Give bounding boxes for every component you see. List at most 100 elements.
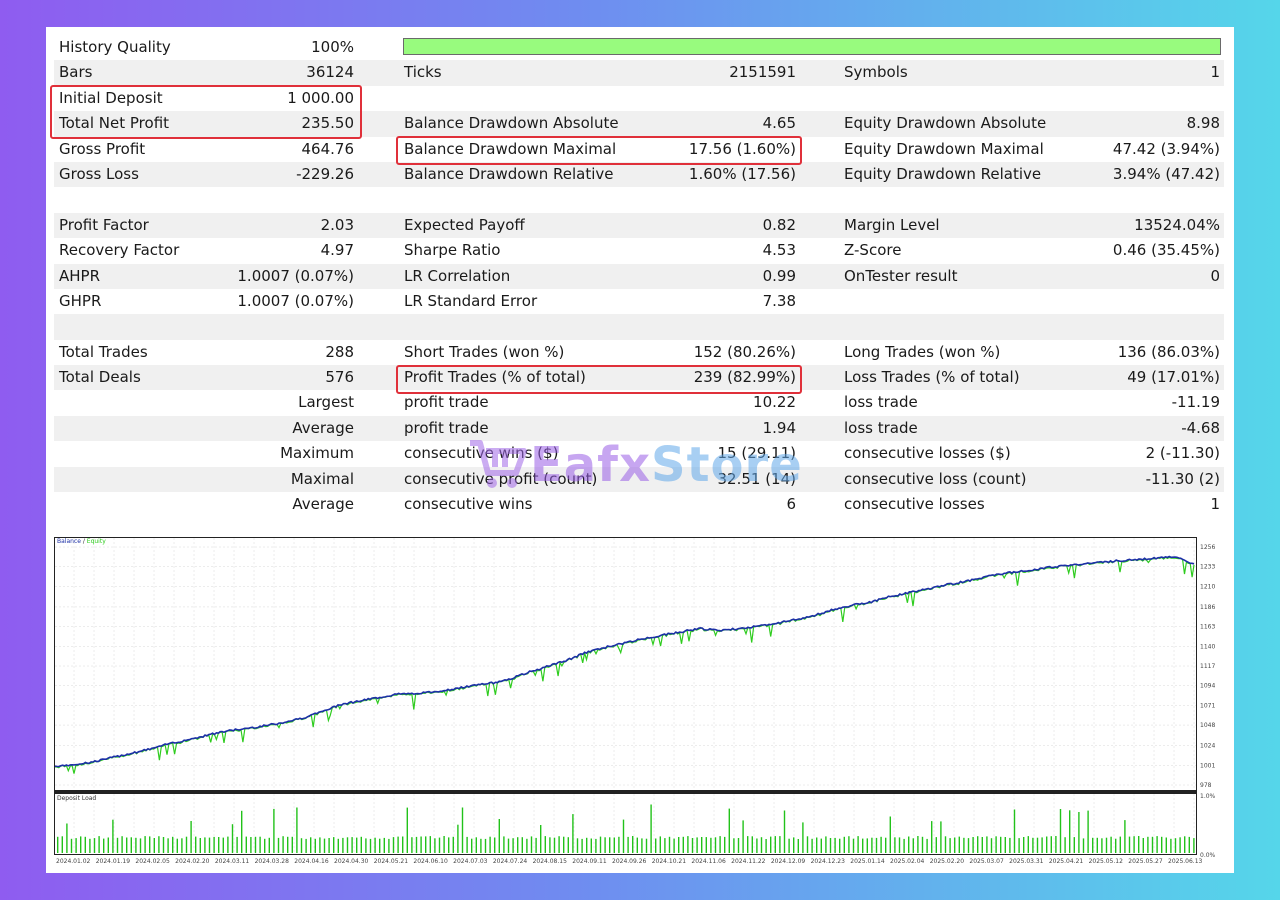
deposit-load-bar — [208, 837, 211, 853]
deposit-load-bar — [908, 836, 910, 853]
deposit-load-bar — [351, 837, 353, 853]
deposit-load-bar — [618, 836, 620, 853]
deposit-load-bar — [66, 823, 68, 853]
deposit-load-bar — [360, 836, 362, 853]
deposit-load-bar — [862, 838, 864, 853]
deposit-load-bar — [1046, 836, 1048, 853]
deposit-load-bar — [871, 837, 873, 853]
deposit-load-bar — [1041, 837, 1043, 853]
metric-label: Ticks — [404, 63, 442, 82]
metric-value: 2.03 — [320, 215, 354, 234]
metric-label: LR Correlation — [404, 266, 511, 285]
x-tick-label: 2024.02.05 — [135, 858, 170, 865]
deposit-load-bar — [517, 837, 519, 853]
deposit-load-bar — [613, 837, 615, 853]
deposit-load-bar — [323, 838, 326, 853]
deposit-load-bar — [1128, 836, 1131, 853]
deposit-load-bar — [277, 837, 280, 853]
deposit-load-bar — [1069, 810, 1071, 853]
deposit-load-bar — [1161, 836, 1163, 853]
deposit-load-bar — [1193, 838, 1195, 853]
deposit-load-bar — [544, 836, 546, 853]
deposit-load-bar — [494, 837, 496, 853]
deposit-load-bar — [829, 838, 832, 853]
deposit-load-bar — [756, 838, 758, 853]
report-row: Average consecutive wins 6 consecutive loss… — [54, 492, 1224, 517]
deposit-load-bar — [691, 838, 694, 853]
deposit-load-bar — [185, 836, 188, 853]
deposit-load-bar — [650, 804, 652, 853]
deposit-load-bar — [1018, 838, 1020, 853]
deposit-load-bar — [429, 836, 431, 853]
report-row: Initial Deposit 1 000.00 — [54, 86, 1224, 111]
x-axis-labels: 2024.01.02 2024.01.19 2024.02.05 2024.02.20… — [56, 858, 1203, 865]
deposit-load-bar — [788, 838, 790, 853]
deposit-load-bar — [719, 836, 721, 853]
deposit-load-bar — [802, 822, 804, 853]
deposit-load-bar — [839, 838, 841, 853]
deposit-load-bar — [406, 807, 408, 853]
deposit-load-bar — [388, 838, 390, 853]
x-tick-label: 2024.09.26 — [612, 858, 647, 865]
metric-value: 3.94% (47.42) — [1112, 164, 1220, 183]
metric-label: Balance Drawdown Maximal — [404, 139, 617, 158]
legend-equity: Equity — [87, 538, 106, 545]
metric-value: 17.56 (1.60%) — [688, 139, 796, 158]
report-row: Total Net Profit 235.50 Balance Drawdown A… — [54, 111, 1224, 137]
metric-value: 1 000.00 — [287, 88, 354, 107]
x-tick-label: 2024.11.22 — [731, 858, 766, 865]
deposit-load-bar — [576, 838, 579, 853]
deposit-load-bar — [448, 837, 450, 853]
deposit-load-bar — [80, 836, 82, 853]
x-tick-label: 2024.08.15 — [533, 858, 568, 865]
deposit-load-bar — [944, 836, 947, 853]
metric-label: Equity Drawdown Absolute — [844, 114, 1047, 133]
report-row: Average profit trade 1.94 loss trade -4.68 — [54, 415, 1224, 442]
deposit-load-bar — [1055, 836, 1057, 853]
deposit-load-bar — [512, 838, 514, 853]
deposit-load-bar — [1188, 836, 1190, 853]
metric-value: 0.46 (35.45%) — [1112, 241, 1220, 260]
deposit-load-bar — [889, 816, 891, 853]
deposit-load-bar — [466, 836, 468, 853]
metric-value: 152 (80.26%) — [693, 342, 796, 361]
y-tick-label: 1210 — [1200, 583, 1215, 590]
deposit-load-bar — [103, 838, 105, 853]
metric-value: 1.0007 (0.07%) — [237, 291, 354, 310]
deposit-load-bar — [1151, 836, 1154, 853]
metric-sublabel: Average — [292, 495, 354, 514]
metric-value: 235.50 — [301, 114, 355, 133]
deposit-load-bar — [834, 837, 836, 853]
metric-value: 0.99 — [762, 266, 796, 285]
deposit-load-bar — [1059, 809, 1062, 853]
deposit-load-bar — [581, 838, 583, 853]
x-tick-label: 2024.07.03 — [453, 858, 488, 865]
deposit-load-bar — [181, 838, 183, 853]
deposit-load-bar — [337, 838, 339, 853]
report-row: Recovery Factor 4.97 Sharpe Ratio 4.53 Z-Sco… — [54, 238, 1224, 263]
deposit-load-bar — [374, 837, 376, 853]
deposit-load-bar — [438, 837, 441, 853]
deposit-load-bar — [912, 838, 914, 853]
deposit-load-bar — [158, 836, 160, 853]
y-tick-label: 1048 — [1200, 722, 1215, 729]
metric-label: profit trade — [404, 418, 489, 437]
report-row: Total Trades 288 Short Trades (won %) 152 (… — [54, 340, 1224, 365]
deposit-load-bar — [747, 836, 749, 853]
metric-value: 1.94 — [762, 418, 796, 437]
deposit-load-bar — [222, 837, 224, 853]
deposit-load-bar — [931, 821, 933, 853]
deposit-load-bar — [291, 836, 293, 853]
deposit-load-bar — [139, 838, 142, 853]
deposit-load-bar — [682, 836, 684, 853]
metric-value: 0 — [1210, 266, 1220, 285]
metric-value: -11.19 — [1171, 393, 1220, 412]
deposit-load-bar — [75, 838, 77, 853]
metric-value: -4.68 — [1181, 418, 1220, 437]
metric-label: consecutive loss (count) — [844, 469, 1027, 488]
deposit-load-bar — [806, 836, 809, 853]
x-tick-label: 2024.10.21 — [652, 858, 687, 865]
deposit-load-bar — [310, 837, 312, 853]
deposit-load-bar — [452, 836, 454, 853]
deposit-load-bar — [383, 837, 385, 853]
